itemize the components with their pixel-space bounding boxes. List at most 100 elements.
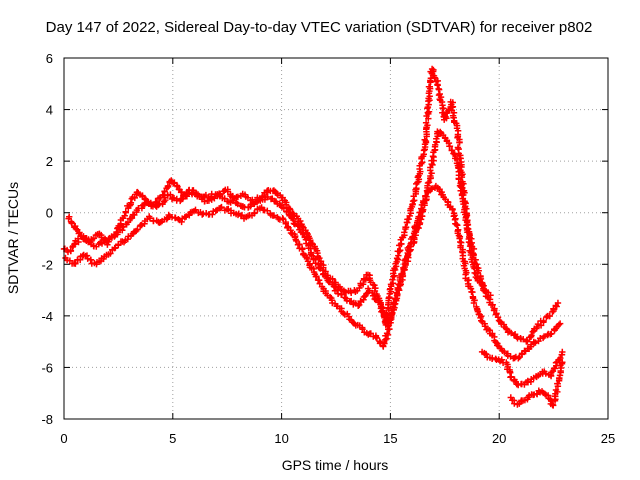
y-tick-label: -2 — [41, 257, 53, 272]
data-point — [420, 147, 428, 154]
data-point — [394, 284, 401, 292]
data-point — [218, 203, 225, 211]
data-point — [470, 299, 478, 307]
data-point — [431, 74, 438, 81]
x-tick-label: 5 — [169, 431, 176, 446]
data-point — [421, 136, 428, 143]
x-tick-label: 25 — [601, 431, 615, 446]
data-point — [67, 247, 75, 254]
data-point — [337, 285, 344, 293]
data-point — [415, 213, 422, 220]
data-point — [355, 302, 362, 309]
data-point — [359, 281, 367, 288]
data-point — [554, 299, 562, 307]
data-point — [533, 323, 541, 331]
data-point — [409, 233, 417, 240]
data-point — [68, 220, 76, 227]
data-point — [425, 179, 433, 186]
data-point — [141, 195, 148, 202]
data-point — [134, 226, 141, 233]
data-point — [559, 348, 566, 356]
data-point — [299, 246, 306, 253]
y-tick-label: 0 — [46, 206, 53, 221]
chart-title: Day 147 of 2022, Sidereal Day-to-day VTE… — [46, 19, 593, 36]
data-point — [146, 215, 154, 222]
data-point — [446, 143, 454, 150]
data-point — [555, 321, 563, 328]
data-point — [489, 301, 496, 308]
data-point — [540, 317, 547, 325]
data-point — [333, 287, 341, 294]
data-point — [515, 381, 522, 389]
data-point — [502, 325, 510, 332]
data-point — [429, 161, 436, 169]
data-point — [122, 208, 129, 215]
data-point — [423, 193, 430, 200]
data-point — [360, 293, 368, 301]
data-point — [548, 330, 555, 337]
data-point — [508, 373, 515, 380]
y-tick-label: 4 — [46, 103, 53, 118]
data-point — [190, 187, 197, 194]
data-point — [217, 204, 224, 212]
data-point — [402, 223, 409, 231]
data-point — [357, 297, 364, 305]
data-point — [379, 309, 387, 316]
data-point — [107, 250, 114, 257]
data-point — [401, 229, 408, 236]
data-point — [442, 113, 449, 120]
data-point — [423, 187, 431, 194]
data-point — [556, 320, 564, 327]
data-point — [264, 193, 271, 201]
data-point — [115, 242, 122, 249]
data-point — [524, 377, 531, 385]
data-point — [528, 332, 535, 339]
data-point — [489, 354, 496, 362]
data-point — [373, 334, 381, 342]
data-point — [462, 203, 469, 210]
x-tick-label: 0 — [60, 431, 67, 446]
grid-lines — [64, 58, 608, 419]
data-point — [90, 235, 98, 242]
x-tick-label: 10 — [274, 431, 288, 446]
data-point — [251, 209, 258, 217]
axis-ticks: 0 5 10 15 20 25 -8 -6 -4 -2 0 2 4 6 — [41, 51, 615, 446]
data-point — [449, 103, 457, 110]
y-tick-label: -6 — [41, 360, 53, 375]
plot-frame — [63, 57, 609, 420]
y-tick-label: -8 — [41, 412, 53, 427]
data-point — [126, 202, 133, 209]
data-point — [553, 303, 560, 310]
data-point — [313, 273, 320, 280]
data-point — [209, 211, 216, 218]
data-point — [559, 359, 566, 366]
data-point — [164, 192, 171, 199]
data-point — [552, 386, 560, 394]
data-point — [405, 215, 412, 223]
data-point — [167, 191, 174, 198]
data-point — [286, 205, 293, 212]
y-tick-label: 6 — [46, 51, 53, 66]
data-point — [338, 291, 345, 298]
data-point — [233, 199, 240, 206]
data-point — [449, 206, 456, 213]
data-point — [557, 354, 564, 362]
data-point — [299, 229, 306, 236]
data-point — [329, 275, 336, 282]
data-point — [453, 221, 460, 228]
data-point — [199, 211, 206, 218]
data-point — [308, 240, 315, 247]
x-tick-label: 20 — [492, 431, 506, 446]
data-point — [397, 247, 404, 254]
data-point — [234, 193, 242, 200]
y-axis-label: SDTVAR / TECUs — [5, 182, 21, 294]
data-point — [381, 312, 388, 319]
data-point — [478, 317, 485, 324]
data-point — [127, 199, 135, 206]
data-point — [542, 370, 549, 377]
data-point — [550, 306, 557, 313]
data-point — [467, 239, 474, 247]
data-point — [540, 333, 548, 340]
data-point — [131, 194, 138, 202]
